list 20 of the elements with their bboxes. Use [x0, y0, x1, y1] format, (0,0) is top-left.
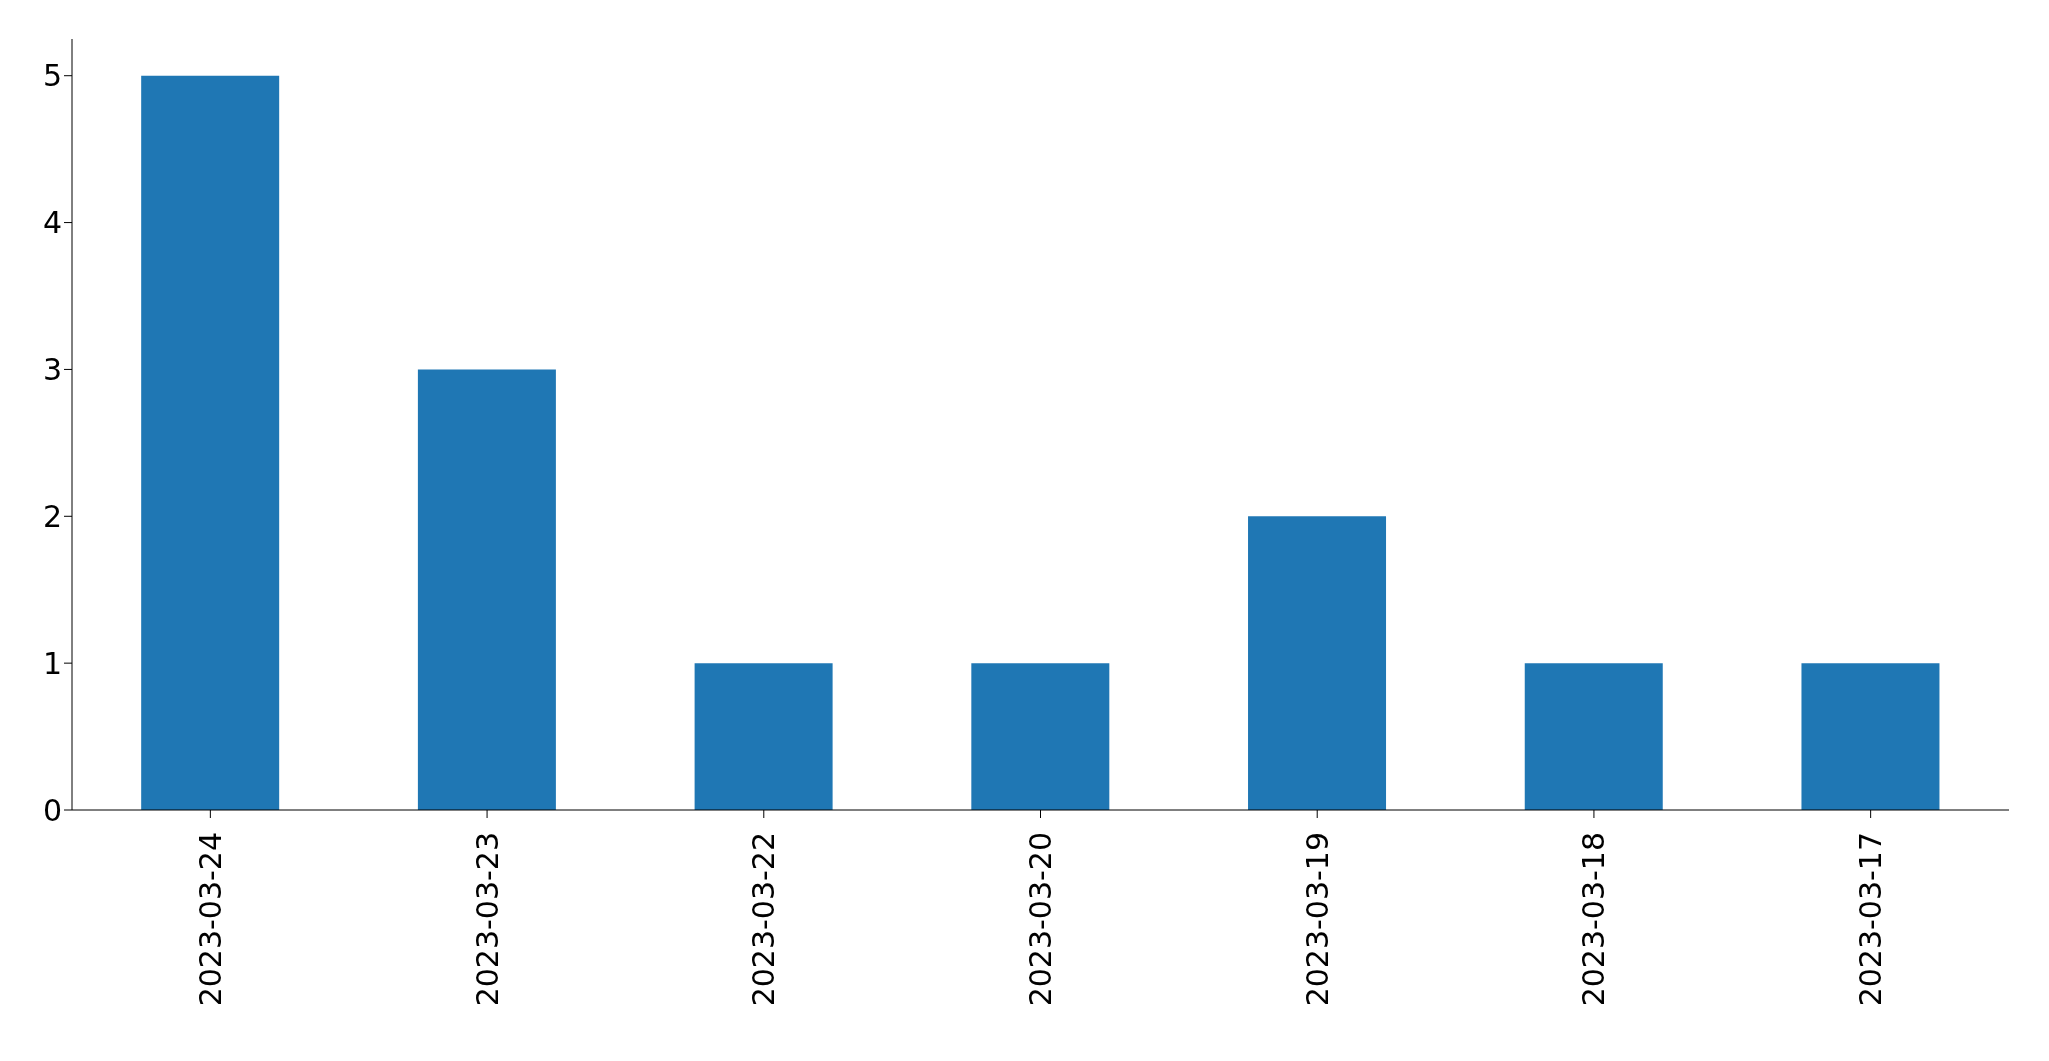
y-tick-label: 1	[42, 645, 62, 681]
bar	[417, 369, 556, 810]
x-tick-label: 2023-03-23	[469, 832, 505, 1007]
bar	[141, 75, 280, 810]
y-tick-label: 4	[42, 205, 62, 241]
bar	[1248, 516, 1387, 810]
bar	[971, 663, 1110, 810]
x-tick-label: 2023-03-18	[1576, 832, 1612, 1007]
y-tick-label: 0	[42, 792, 62, 828]
x-tick-label: 2023-03-20	[1023, 832, 1058, 1007]
bar	[1524, 663, 1663, 810]
x-tick-label: 2023-03-17	[1853, 832, 1889, 1007]
bar	[694, 663, 833, 810]
x-tick-label: 2023-03-19	[1299, 832, 1335, 1007]
y-tick-label: 3	[42, 352, 62, 388]
x-tick-label: 2023-03-22	[746, 832, 782, 1007]
y-tick-label: 2	[42, 498, 62, 534]
y-tick-label: 5	[42, 58, 62, 94]
x-tick-label: 2023-03-24	[192, 832, 228, 1007]
bar	[1801, 663, 1940, 810]
